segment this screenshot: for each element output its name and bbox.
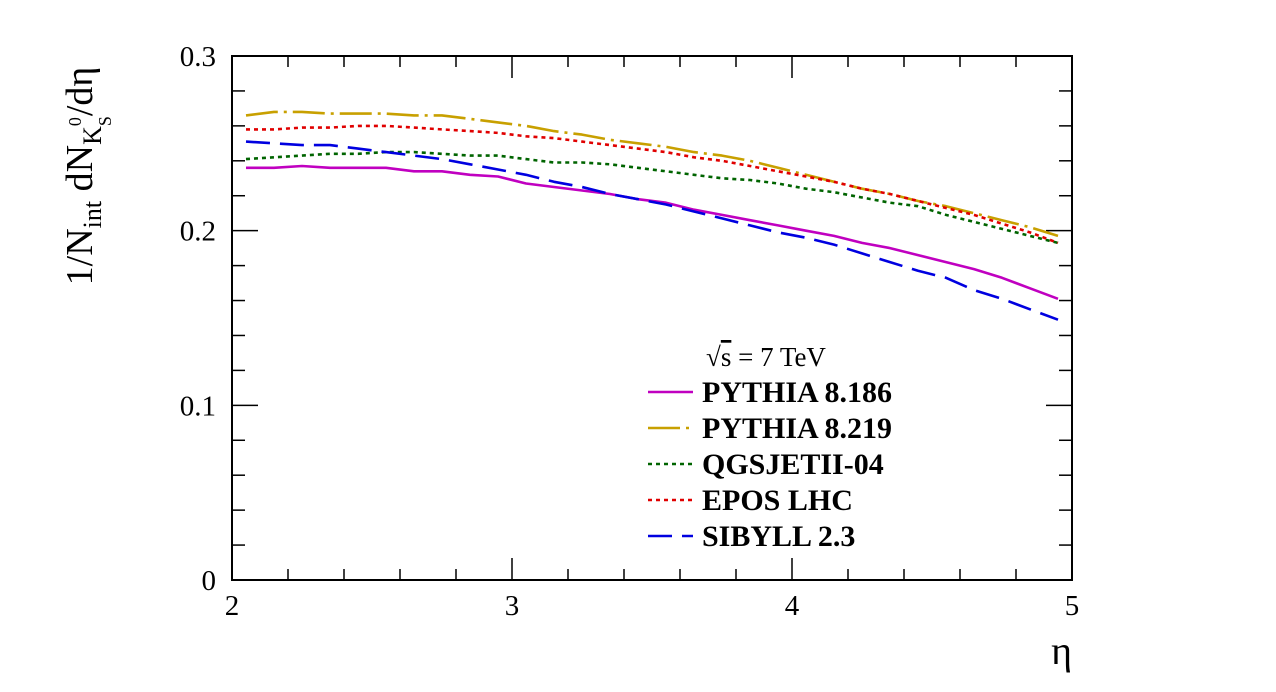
y-axis-title-s-sub: S — [95, 116, 115, 126]
series-layer — [245, 110, 1059, 321]
y-tick-labels: 0 0.1 0.2 0.3 — [180, 41, 216, 597]
legend-label: PYTHIA 8.219 — [702, 412, 892, 445]
y-axis-title-mid: dN — [59, 145, 101, 201]
y-axis-title-zero-sup: 0 — [65, 117, 85, 126]
y-axis-title-suffix: /dη — [59, 67, 101, 116]
y-tick-label: 0.3 — [180, 41, 216, 73]
x-tick-label: 4 — [785, 590, 800, 622]
legend-label: QGSJETII-04 — [702, 448, 884, 481]
legend-entry: PYTHIA 8.219 — [648, 412, 892, 445]
legend-label: PYTHIA 8.186 — [702, 376, 892, 409]
y-tick-label: 0.2 — [180, 216, 216, 248]
legend-label: SIBYLL 2.3 — [702, 520, 855, 553]
series-line-epos-lhc — [246, 124, 1059, 245]
x-axis-title: η — [1051, 628, 1072, 673]
legend-entry: EPOS LHC — [648, 484, 853, 517]
axis-ticks — [231, 55, 1073, 581]
legend-entry: PYTHIA 8.186 — [648, 376, 892, 409]
series-line-sibyll-2-3 — [245, 140, 1059, 321]
x-tick-label: 5 — [1065, 590, 1080, 622]
legend-label: EPOS LHC — [702, 484, 853, 517]
legend-entry: SIBYLL 2.3 — [648, 520, 855, 553]
y-axis-title: 1/Nint dNK0 S/dη — [59, 67, 115, 286]
plot-frame — [231, 55, 1073, 581]
y-axis-title-k-sub: K — [78, 126, 107, 145]
x-tick-label: 2 — [225, 590, 240, 622]
x-tick-labels: 2 3 4 5 — [225, 590, 1080, 622]
y-axis-title-int-sub: int — [78, 200, 107, 228]
y-axis-title-prefix: 1/N — [59, 228, 101, 285]
legend-header-sqrt: √ — [706, 342, 721, 372]
legend-header-energy: = 7 TeV — [731, 342, 826, 372]
series-line-qgsjetii-04 — [245, 150, 1059, 245]
x-tick-label: 3 — [505, 590, 520, 622]
legend-entry: QGSJETII-04 — [648, 448, 884, 481]
y-tick-label: 0 — [202, 565, 217, 597]
legend-header-s: s — [721, 342, 732, 372]
legend-header: √s = 7 TeV — [706, 342, 826, 372]
y-tick-label: 0.1 — [180, 390, 216, 422]
